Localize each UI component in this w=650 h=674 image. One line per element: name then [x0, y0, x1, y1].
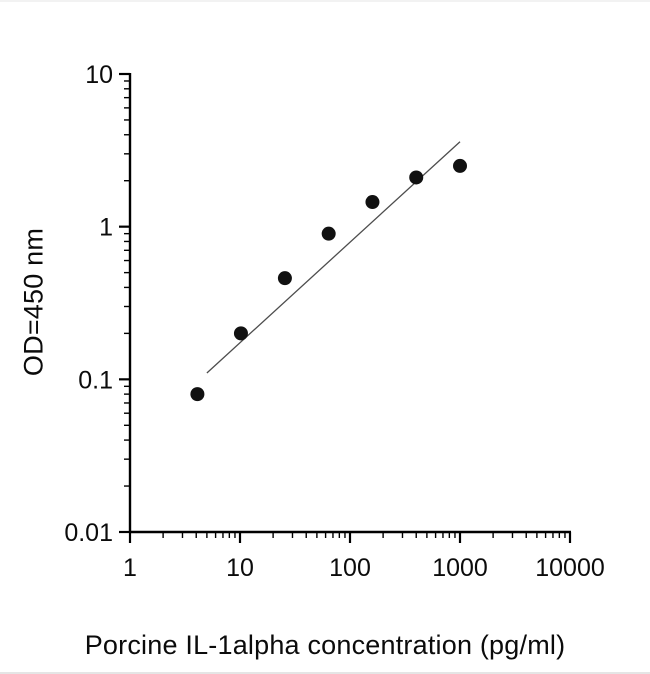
y-tick-label: 0.1 [78, 366, 113, 394]
x-tick-label: 1000 [432, 554, 488, 582]
x-tick-label: 10 [226, 554, 254, 582]
y-tick-label: 10 [85, 61, 113, 89]
data-point [190, 387, 205, 402]
x-axis-title: Porcine IL-1alpha concentration (pg/ml) [84, 630, 566, 660]
data-point [453, 158, 467, 173]
data-point [277, 271, 292, 286]
x-tick-label: 10000 [535, 554, 605, 582]
data-point [233, 326, 248, 341]
x-tick-label: 1 [123, 554, 137, 582]
y-axis-title: OD=450 nm [18, 227, 49, 377]
data-point [321, 226, 336, 241]
data-point [365, 195, 380, 210]
y-tick-label: 1 [99, 214, 113, 242]
x-tick-label: 100 [329, 554, 371, 582]
data-point [409, 170, 424, 185]
y-tick-label: 0.01 [64, 519, 113, 547]
